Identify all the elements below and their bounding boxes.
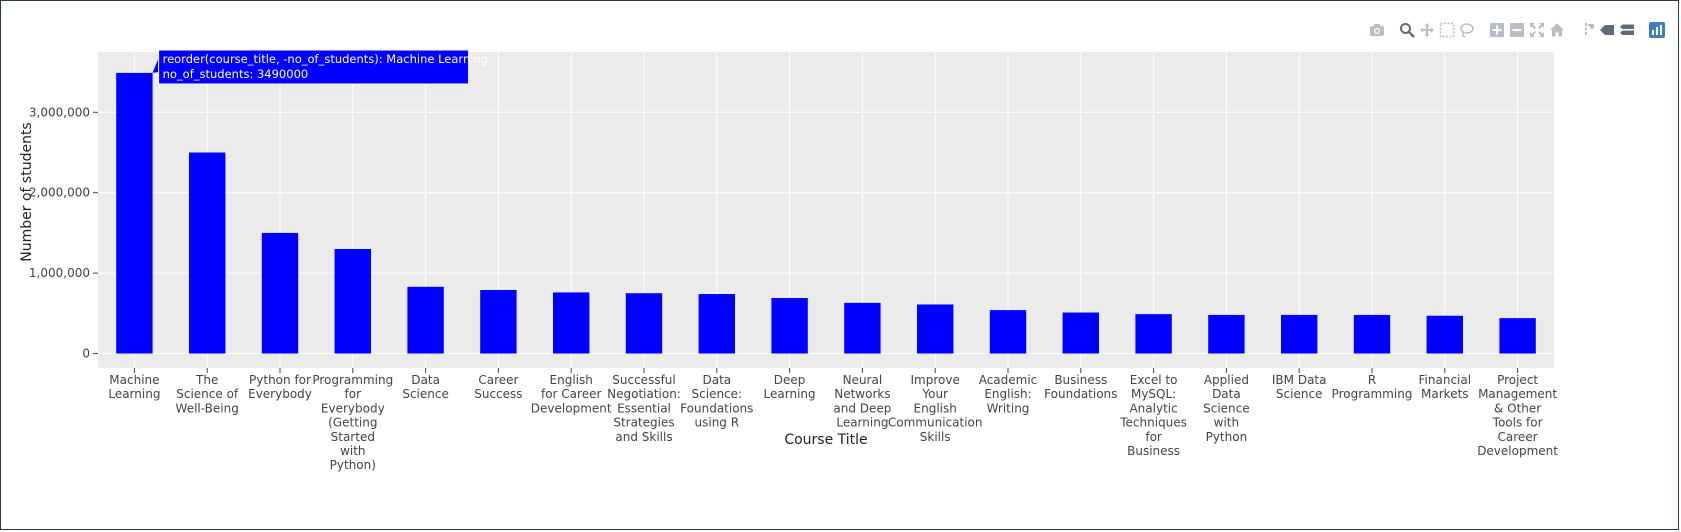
tooltip-box (158, 49, 470, 85)
x-tick-label: R Programming (1332, 373, 1413, 401)
modebar-group (1367, 20, 1387, 40)
x-tick-label: Successful Negotiation: Essential Strategie… (607, 373, 681, 444)
bar[interactable] (116, 72, 153, 354)
camera-icon[interactable] (1367, 20, 1387, 40)
bar[interactable] (917, 304, 954, 354)
hover-closest-icon[interactable] (1597, 20, 1617, 40)
bar[interactable] (189, 152, 226, 354)
bar[interactable] (1135, 314, 1172, 354)
x-tick-label: The Science of Well-Being (176, 373, 239, 415)
plot-area[interactable] (98, 52, 1554, 368)
y-tick-label: 1,000,000 (29, 266, 90, 280)
y-tick-label: 0 (82, 347, 90, 361)
tooltip-pointer (152, 58, 159, 73)
reset-axes-icon[interactable] (1547, 20, 1567, 40)
bar[interactable] (771, 298, 808, 354)
modebar-group (1397, 20, 1477, 40)
bar[interactable] (1208, 314, 1245, 354)
x-tick-label: IBM Data Science (1272, 373, 1327, 401)
pan-icon[interactable] (1417, 20, 1437, 40)
bar[interactable] (625, 293, 663, 354)
lasso-select-icon[interactable] (1457, 20, 1477, 40)
x-tick-label: English for Career Development (531, 373, 612, 415)
bar[interactable] (1426, 315, 1463, 354)
modebar-group (1647, 20, 1667, 40)
bar[interactable] (698, 294, 735, 354)
box-select-icon[interactable] (1437, 20, 1457, 40)
tooltip-text: no_of_students: 3490000 (163, 67, 309, 81)
x-tick-label: Neural Networks and Deep Learning (833, 373, 891, 430)
bar[interactable] (407, 286, 444, 354)
autoscale-icon[interactable] (1527, 20, 1547, 40)
zoom-in-icon[interactable] (1487, 20, 1507, 40)
bar[interactable] (1281, 314, 1318, 354)
spike-lines-icon[interactable] (1577, 20, 1597, 40)
x-tick-label: Academic English: Writing (979, 373, 1038, 415)
x-tick-label: Data Science: Foundations using R (680, 373, 753, 430)
bar[interactable] (553, 292, 590, 354)
zoom-out-icon[interactable] (1507, 20, 1527, 40)
x-tick-label: Financial Markets (1419, 373, 1472, 401)
x-tick-label: Career Success (474, 373, 522, 401)
modebar-group (1577, 20, 1637, 40)
x-axis-title: Course Title (784, 432, 867, 448)
bar[interactable] (1499, 318, 1536, 354)
bar[interactable] (1062, 312, 1099, 354)
bar[interactable] (1353, 314, 1391, 354)
x-tick-label: Machine Learning (108, 373, 160, 401)
x-tick-label: Business Foundations (1044, 373, 1117, 401)
zoom-icon[interactable] (1397, 20, 1417, 40)
bar[interactable] (334, 248, 371, 354)
modebar (1357, 20, 1667, 40)
y-tick-label: 3,000,000 (29, 105, 90, 119)
hover-compare-icon[interactable] (1617, 20, 1637, 40)
x-tick-label: Excel to MySQL: Analytic Techniques for Busin… (1119, 373, 1187, 458)
modebar-group (1487, 20, 1567, 40)
tooltip-text: reorder(course_title, -no_of_students): … (163, 52, 488, 66)
x-tick-label: Python for Everybody (248, 373, 312, 401)
y-tick-label: 2,000,000 (29, 186, 90, 200)
x-tick-label: Project Management & Other Tools for Career D… (1477, 373, 1558, 458)
x-tick-label: Deep Learning (764, 373, 816, 401)
x-tick-label: Programming for Everybody (Getting Started wi… (312, 373, 393, 472)
y-axis-title: Number of students (19, 122, 35, 261)
bar[interactable] (261, 232, 299, 354)
bar[interactable] (844, 302, 881, 354)
bar[interactable] (480, 290, 517, 354)
x-tick-label: Data Science (402, 373, 449, 401)
x-tick-label: Applied Data Science with Python (1203, 373, 1250, 444)
plotly-logo-icon[interactable] (1647, 20, 1667, 40)
bar[interactable] (989, 310, 1027, 354)
x-tick-label: Improve Your English Communication Skills (888, 373, 983, 444)
